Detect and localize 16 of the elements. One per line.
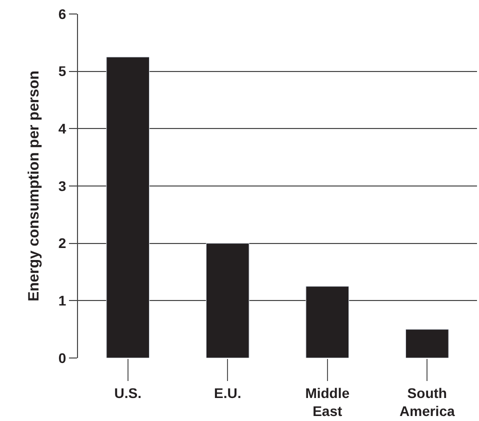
y-tick-label: 6 [58, 6, 66, 22]
bar [306, 286, 350, 358]
y-axis-title: Energy consumption per person [26, 70, 43, 302]
y-tick-label: 4 [58, 120, 66, 137]
y-tick-label: 0 [58, 350, 66, 366]
y-tick-label: 5 [58, 63, 66, 80]
y-tick-label: 2 [58, 235, 66, 252]
x-tick-label: Middle East [305, 384, 350, 419]
x-tick-label: South America [399, 384, 455, 419]
bar [206, 243, 250, 358]
x-tick-label: E.U. [214, 384, 242, 401]
bar [106, 56, 150, 358]
y-tick-label: 3 [58, 178, 66, 194]
y-tick-label: 1 [58, 292, 66, 309]
x-tick-label: U.S. [114, 384, 142, 401]
bar [405, 329, 449, 358]
